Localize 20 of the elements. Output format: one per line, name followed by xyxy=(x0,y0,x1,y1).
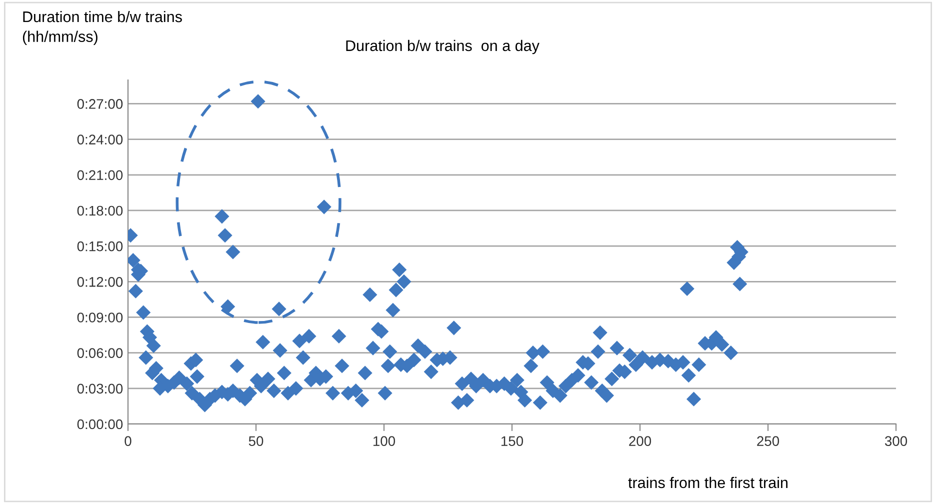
y-tick-label: 0:18:00 xyxy=(77,206,123,216)
x-tick-label: 250 xyxy=(757,436,780,446)
y-tick-label: 0:15:00 xyxy=(77,241,123,252)
y-tick-label: 0:00:00 xyxy=(77,419,123,430)
y-tick-label: 0:06:00 xyxy=(77,348,123,358)
y-tick-label: 0:24:00 xyxy=(77,134,123,144)
x-tick-label: 0 xyxy=(124,436,132,446)
x-tick-label: 150 xyxy=(501,436,524,446)
y-tick-label: 0:09:00 xyxy=(77,312,123,322)
x-tick-label: 50 xyxy=(248,436,264,446)
chart-title: Duration b/w trains on a day xyxy=(346,40,540,54)
x-tick-label: 300 xyxy=(884,436,908,446)
y-tick-label: 0:21:00 xyxy=(77,170,123,180)
x-axis-title: trains from the first train xyxy=(628,476,788,488)
y-tick-label: 0:27:00 xyxy=(77,99,123,109)
x-tick-label: 100 xyxy=(373,436,396,446)
y-tick-label: 0:12:00 xyxy=(77,276,123,287)
y-axis-title: Duration time b/w trains (hh/mm/ss) xyxy=(22,10,182,45)
x-tick-label: 200 xyxy=(629,436,652,446)
y-tick-label: 0:03:00 xyxy=(77,384,123,394)
